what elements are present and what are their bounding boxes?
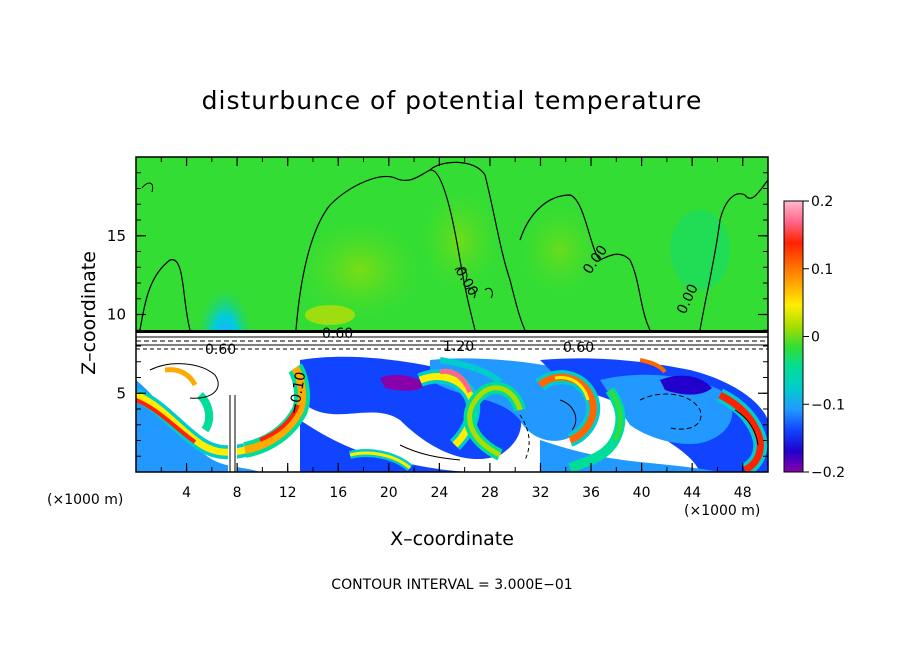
y-tick-label: 15: [107, 227, 126, 245]
x-axis-label: X–coordinate: [390, 528, 514, 550]
x-unit-label-left: (×1000 m): [47, 492, 124, 508]
chart-title: disturbunce of potential temperature: [201, 86, 703, 115]
heatmap-field: [136, 157, 768, 472]
y-tick-label: 5: [116, 384, 126, 402]
x-tick-label: 44: [683, 485, 701, 501]
colorbar-tick-label: −0.2: [811, 465, 845, 481]
y-tick-label: 10: [107, 306, 126, 324]
x-tick-label: 16: [329, 485, 347, 501]
x-tick-label: 32: [532, 485, 550, 501]
contour-label: 0.60: [322, 326, 353, 342]
x-unit-label-right: (×1000 m): [684, 503, 761, 519]
y-axis-ticks: 5 10 15: [107, 172, 768, 457]
colorbar: 0.2 0.1 0 −0.1 −0.2: [783, 194, 845, 481]
x-tick-label: 20: [380, 485, 398, 501]
colorbar-tick-label: 0.1: [811, 262, 833, 278]
x-tick-label: 28: [481, 485, 499, 501]
contour-label: 0.60: [563, 340, 594, 356]
x-tick-label: 24: [430, 485, 448, 501]
contour-label: −0.10: [286, 371, 309, 416]
contour-label: 1.20: [443, 339, 474, 355]
contour-interval-note: CONTOUR INTERVAL = 3.000E−01: [331, 577, 573, 593]
x-tick-label: 12: [279, 485, 297, 501]
contour-label: 0.60: [205, 342, 236, 358]
colorbar-tick-label: −0.1: [811, 397, 845, 413]
x-tick-label: 4: [182, 485, 191, 501]
x-axis-ticks: 4 8 12 16 20 24 28 32 36 40 44 48: [160, 157, 752, 501]
colorbar-swatch: [783, 200, 804, 473]
x-tick-label: 36: [582, 485, 600, 501]
x-tick-label: 48: [734, 485, 752, 501]
x-tick-label: 40: [633, 485, 651, 501]
x-tick-label: 8: [233, 485, 242, 501]
colorbar-tick-label: 0.2: [811, 194, 833, 210]
colorbar-tick-label: 0: [811, 330, 820, 346]
